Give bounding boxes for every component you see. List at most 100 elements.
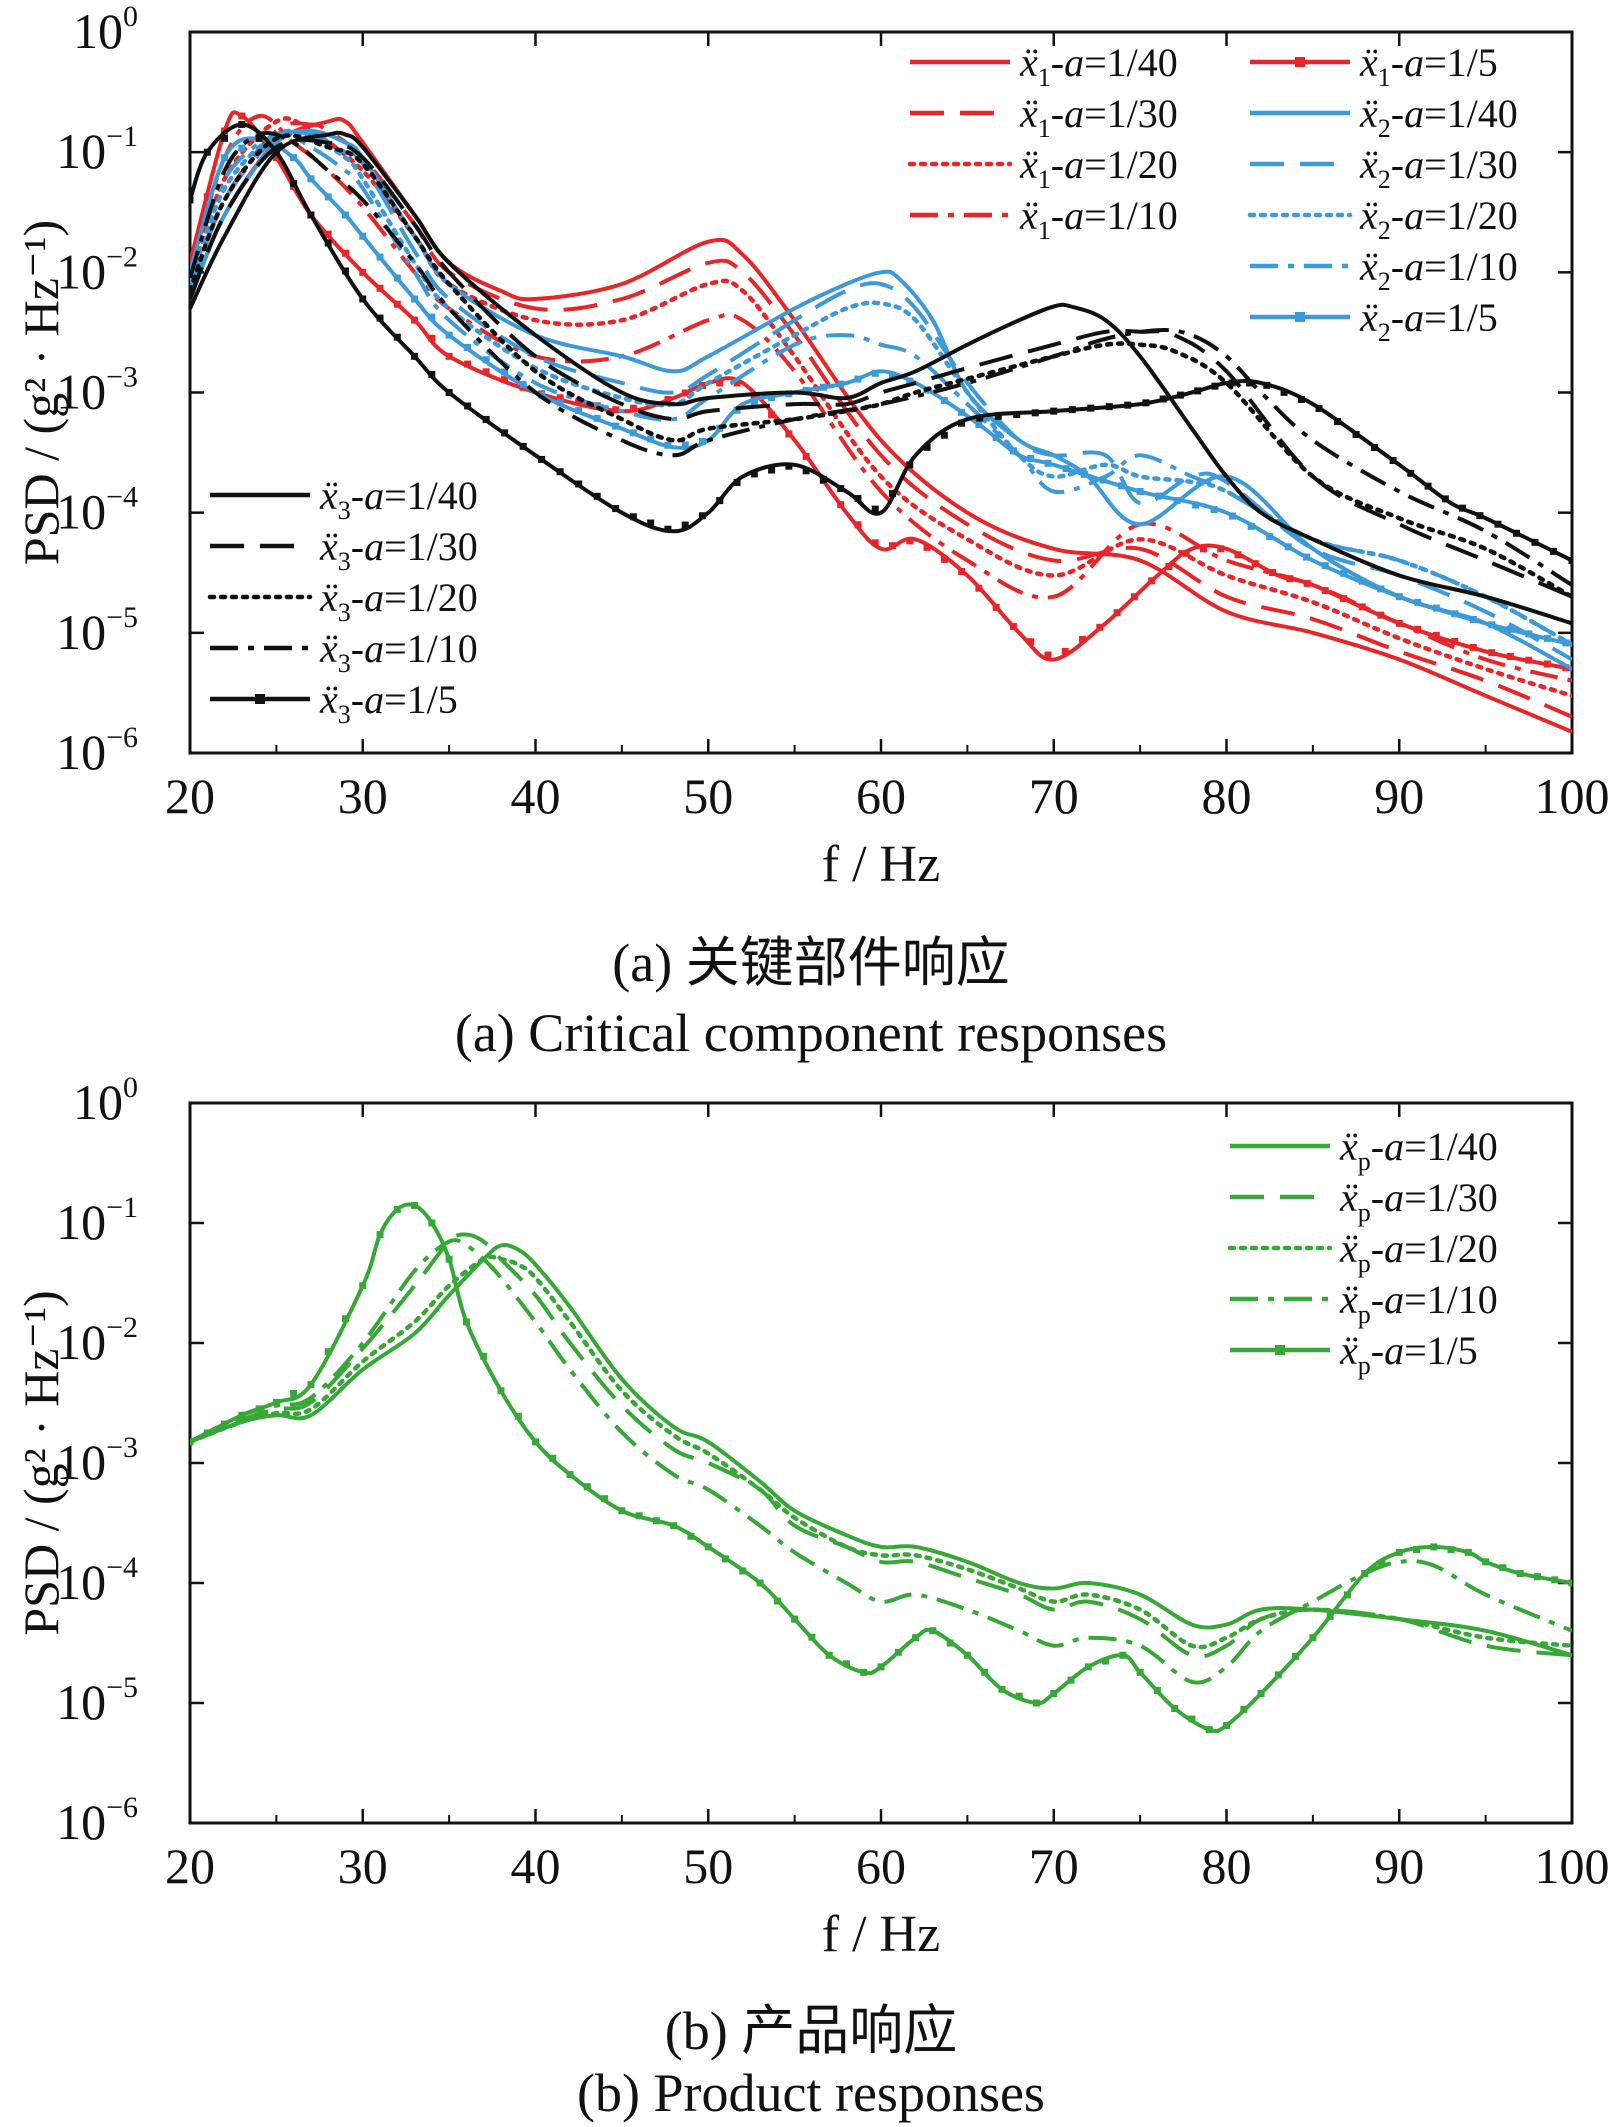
data-point-marker: [1543, 634, 1551, 642]
legend-entry-label: ẍ1-a=1/20: [1019, 142, 1178, 194]
x-tick-label: 20: [165, 768, 215, 824]
data-point-marker: [1488, 621, 1496, 629]
data-point-marker: [1464, 1548, 1472, 1556]
data-point-marker: [1280, 388, 1288, 396]
x-tick-label: 70: [1029, 768, 1079, 824]
data-point-marker: [221, 154, 229, 162]
data-point-marker: [393, 274, 401, 282]
data-point-marker: [1326, 1612, 1334, 1620]
data-point-marker: [837, 380, 845, 388]
data-point-marker: [1494, 520, 1502, 528]
data-point-marker: [664, 395, 672, 403]
data-point-marker: [1015, 1692, 1023, 1700]
data-point-marker: [1102, 1657, 1110, 1665]
data-point-marker: [1148, 577, 1156, 585]
series-line: [190, 130, 1572, 626]
data-point-marker: [1229, 512, 1237, 520]
data-point-marker: [272, 154, 280, 162]
x-tick-label: 80: [1202, 768, 1252, 824]
legend-entry-label: ẍ2-a=1/5: [1359, 295, 1498, 347]
data-point-marker: [428, 370, 436, 378]
data-point-marker: [981, 1668, 989, 1676]
data-point-marker: [860, 1668, 868, 1676]
data-point-marker: [1297, 395, 1305, 403]
legend-entry-label: ẍ2-a=1/10: [1359, 244, 1518, 296]
data-point-marker: [739, 1567, 747, 1575]
data-point-marker: [958, 419, 966, 427]
x-tick-label: 70: [1029, 1838, 1079, 1894]
x-tick-label: 20: [165, 1838, 215, 1894]
x-tick-label: 50: [683, 1838, 733, 1894]
x-axis-label: f / Hz: [822, 836, 940, 893]
data-point-marker: [1476, 512, 1484, 520]
data-point-marker: [575, 398, 583, 406]
data-point-marker: [324, 239, 332, 247]
data-point-marker: [681, 521, 689, 529]
data-point-marker: [428, 313, 436, 321]
data-point-marker: [994, 412, 1002, 420]
legend: ẍ3-a=1/40ẍ3-a=1/30ẍ3-a=1/20ẍ3-a=1/10ẍ3-a…: [207, 473, 478, 729]
data-point-marker: [1352, 430, 1360, 438]
legend: ẍ1-a=1/5ẍ2-a=1/40ẍ2-a=1/30ẍ2-a=1/20ẍ2-a=…: [1247, 40, 1518, 347]
data-point-marker: [889, 371, 897, 379]
x-axis-label: f / Hz: [822, 1906, 940, 1963]
data-point-marker: [946, 1639, 954, 1647]
x-tick-label: 30: [338, 1838, 388, 1894]
x-tick-label: 100: [1535, 1838, 1610, 1894]
data-point-marker: [445, 389, 453, 396]
data-point-marker: [593, 414, 601, 422]
data-point-marker: [1257, 1689, 1265, 1697]
data-point-marker: [1395, 1548, 1403, 1556]
data-point-marker: [411, 352, 419, 360]
series-line: [190, 131, 1572, 647]
data-point-marker: [1525, 630, 1533, 638]
legend-entry-label: ẍ3-a=1/40: [319, 473, 478, 525]
y-tick-label: 10−3: [56, 361, 138, 420]
data-point-marker: [221, 134, 229, 142]
data-point-marker: [1414, 598, 1422, 606]
data-point-marker: [1068, 406, 1076, 414]
data-point-marker: [842, 1660, 850, 1668]
data-point-marker: [808, 1633, 816, 1641]
data-point-marker: [514, 1412, 522, 1420]
series-line: [190, 137, 1572, 599]
data-point-marker: [1340, 595, 1348, 603]
data-point-marker: [1358, 603, 1366, 611]
data-point-marker: [341, 211, 349, 219]
data-point-marker: [940, 431, 948, 439]
data-point-marker: [1165, 563, 1173, 571]
data-point-marker: [722, 1555, 730, 1563]
data-point-marker: [501, 368, 509, 376]
data-point-marker: [482, 415, 490, 423]
data-point-marker: [290, 180, 298, 188]
data-point-marker: [802, 467, 810, 475]
y-tick-label: 10−6: [56, 721, 138, 780]
data-point-marker: [532, 1438, 539, 1446]
data-point-marker: [1171, 1704, 1179, 1712]
data-point-marker: [1551, 1576, 1559, 1584]
data-point-marker: [837, 501, 845, 509]
data-point-marker: [445, 331, 453, 339]
data-point-marker: [324, 193, 332, 201]
data-point-marker: [575, 480, 583, 488]
data-point-marker: [681, 389, 689, 397]
x-tick-label: 30: [338, 768, 388, 824]
data-point-marker: [698, 512, 706, 520]
data-point-marker: [1159, 395, 1167, 403]
data-point-marker: [802, 452, 810, 460]
data-point-marker: [1562, 639, 1570, 647]
legend-entry-label: ẍ3-a=1/5: [319, 677, 458, 729]
data-point-marker: [307, 1381, 315, 1389]
data-point-marker: [1488, 649, 1496, 657]
data-point-marker: [238, 120, 246, 128]
data-point-marker: [1568, 556, 1572, 564]
data-point-marker: [393, 333, 401, 341]
data-point-marker: [341, 249, 349, 257]
data-point-marker: [1286, 575, 1294, 583]
data-point-marker: [837, 485, 845, 493]
y-tick-label: 10−2: [56, 240, 138, 299]
data-point-marker: [1303, 553, 1311, 561]
data-point-marker: [238, 144, 246, 152]
x-tick-label: 90: [1374, 768, 1424, 824]
